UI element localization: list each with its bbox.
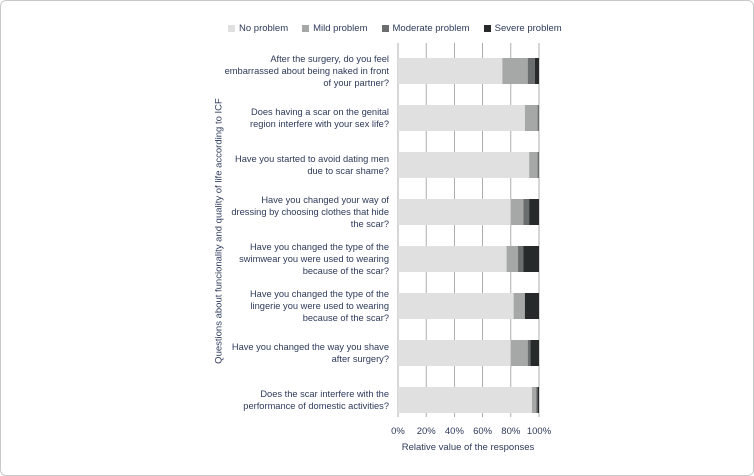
legend-label: Severe problem [494, 23, 562, 34]
bar-segment-moderate-problem [523, 199, 530, 225]
category-label: Does the scar interfere with the perform… [243, 389, 389, 411]
x-tick-label: 100% [527, 426, 552, 437]
legend-label: Mild problem [313, 23, 368, 34]
legend-item-severe-problem: Severe problem [483, 23, 562, 34]
bar-segment-no-problem [398, 58, 503, 84]
bar-segment-moderate-problem [537, 105, 539, 131]
bar-segment-mild-problem [531, 387, 537, 413]
bar-segment-no-problem [398, 152, 530, 178]
x-tick-label: 40% [445, 426, 465, 437]
x-tick-label: 80% [501, 426, 521, 437]
bar-segment-severe-problem [524, 293, 539, 319]
category-label: After the surgery, do you feel embarrass… [224, 54, 389, 88]
legend-item-no-problem: No problem [228, 23, 288, 34]
legend-item-moderate-problem: Moderate problem [381, 23, 470, 34]
bar-segment-mild-problem [506, 246, 518, 272]
category-label: Have you changed the way you shave after… [231, 342, 389, 364]
legend-swatch [381, 25, 389, 32]
legend-item-mild-problem: Mild problem [302, 23, 368, 34]
legend-label: No problem [239, 23, 289, 34]
bar-segment-severe-problem [530, 340, 539, 366]
bar-segment-no-problem [398, 246, 507, 272]
category-label: Have you changed your way of dressing by… [231, 195, 389, 229]
bar-segment-mild-problem [529, 152, 538, 178]
bar-segment-no-problem [398, 387, 532, 413]
x-tick-label: 60% [473, 426, 493, 437]
bar-segment-moderate-problem [527, 58, 535, 84]
bar-segment-moderate-problem [527, 340, 531, 366]
bar-segment-no-problem [398, 199, 511, 225]
bar-segment-no-problem [398, 340, 511, 366]
bar-segment-mild-problem [502, 58, 528, 84]
bar-segment-no-problem [398, 105, 525, 131]
bar-segment-moderate-problem [537, 152, 539, 178]
bar-segment-moderate-problem [517, 246, 524, 272]
category-label: Have you changed the type of the lingeri… [249, 289, 389, 323]
bar-segment-severe-problem [534, 58, 539, 84]
bar-segment-moderate-problem [536, 387, 538, 413]
x-tick-label: 0% [391, 426, 405, 437]
legend-swatch [483, 25, 491, 32]
legend-swatch [302, 25, 310, 32]
bar-segment-mild-problem [510, 199, 524, 225]
y-axis-label: Questions about funcionality and quality… [213, 98, 225, 364]
bar-segment-severe-problem [537, 387, 539, 413]
bar-segment-severe-problem [529, 199, 539, 225]
category-label: Have you started to avoid dating men due… [234, 154, 389, 176]
bar-segment-mild-problem [510, 340, 528, 366]
bar-segment-mild-problem [524, 105, 538, 131]
bar-segment-mild-problem [513, 293, 525, 319]
category-label: Does having a scar on the genital region… [249, 107, 389, 129]
bar-segment-no-problem [398, 293, 514, 319]
category-label: Have you changed the type of the swimwea… [239, 242, 389, 276]
x-tick-label: 20% [417, 426, 437, 437]
x-axis-label: Relative value of the responses [401, 442, 535, 453]
legend-label: Moderate problem [392, 23, 470, 34]
bar-segment-severe-problem [523, 246, 539, 272]
legend-swatch [228, 25, 235, 32]
legend: No problem Mild problem Moderate problem… [228, 23, 562, 34]
